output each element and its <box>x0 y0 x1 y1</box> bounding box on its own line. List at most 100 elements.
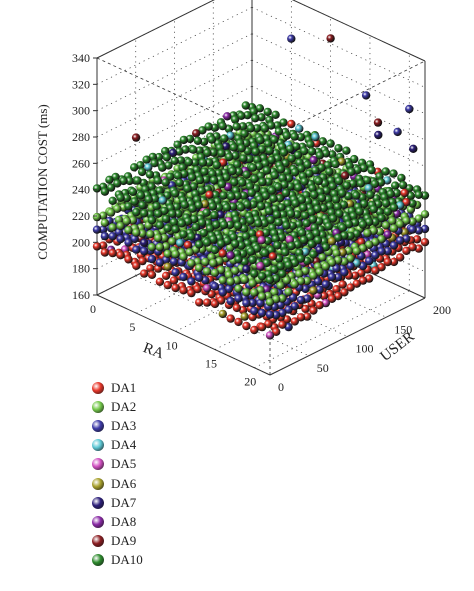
legend-label: DA5 <box>111 456 137 472</box>
data-point <box>158 196 167 205</box>
data-point <box>124 226 133 235</box>
data-point <box>222 203 232 212</box>
data-point <box>175 178 184 187</box>
data-point <box>355 207 364 216</box>
data-point <box>389 203 399 212</box>
data-point <box>163 280 172 290</box>
data-point <box>250 174 259 184</box>
data-point <box>161 214 171 224</box>
data-point <box>187 232 196 241</box>
data-point <box>171 268 180 277</box>
data-point <box>142 155 151 164</box>
data-point <box>92 225 102 234</box>
data-point <box>224 284 234 294</box>
data-point <box>290 168 300 177</box>
data-point <box>315 245 324 255</box>
z-tick-label: 260 <box>72 156 90 170</box>
data-point <box>261 191 270 201</box>
legend-swatch <box>92 515 104 528</box>
z-tick-label: 160 <box>72 288 90 302</box>
data-point <box>113 204 122 213</box>
x-tick-label: 0 <box>90 302 96 316</box>
data-point <box>364 184 373 193</box>
data-point <box>233 221 243 230</box>
data-point <box>405 104 414 114</box>
data-point <box>246 247 256 256</box>
data-point <box>338 248 347 257</box>
data-point <box>295 269 304 278</box>
data-point <box>245 182 255 191</box>
data-point <box>240 312 249 321</box>
data-point <box>231 239 240 248</box>
legend-label: DA7 <box>111 494 137 510</box>
data-point <box>315 285 324 294</box>
legend-swatch <box>92 439 104 452</box>
data-point <box>375 227 385 236</box>
data-point <box>338 189 347 198</box>
data-point <box>346 283 355 292</box>
data-point <box>279 148 289 157</box>
grid-line <box>251 33 426 114</box>
data-point <box>217 239 226 248</box>
data-point <box>187 288 196 298</box>
data-point <box>179 230 188 239</box>
data-point <box>257 272 267 281</box>
data-point <box>309 156 318 165</box>
data-point <box>140 238 149 247</box>
data-point <box>187 277 196 286</box>
data-point <box>180 200 189 209</box>
data-point <box>209 258 218 268</box>
data-point <box>271 234 280 243</box>
data-point <box>150 194 160 203</box>
data-point <box>315 301 324 310</box>
data-point <box>251 114 260 123</box>
data-point <box>92 184 102 193</box>
data-point <box>233 191 242 201</box>
x-tick-label: 20 <box>244 375 256 389</box>
x-axis-label: RA <box>141 340 166 362</box>
data-point <box>275 194 284 203</box>
data-point <box>153 176 162 185</box>
data-point <box>173 140 182 149</box>
data-point <box>328 182 337 191</box>
data-point <box>312 229 321 238</box>
legend-item: DA10 <box>92 551 143 570</box>
data-point <box>295 124 304 133</box>
data-point <box>155 277 165 286</box>
data-point <box>266 215 275 225</box>
data-point <box>140 246 149 256</box>
data-point <box>281 188 291 198</box>
data-point <box>242 170 251 179</box>
data-point <box>263 236 273 245</box>
data-point <box>265 275 275 285</box>
data-point <box>193 136 203 145</box>
data-point <box>287 154 296 163</box>
data-point <box>106 183 116 192</box>
data-point <box>381 167 390 176</box>
data-point <box>100 248 110 257</box>
data-point <box>333 202 342 212</box>
data-point <box>224 270 234 280</box>
data-point <box>241 232 251 241</box>
data-point <box>99 225 108 234</box>
data-point <box>307 208 316 217</box>
data-point <box>262 285 271 294</box>
data-point <box>176 238 185 248</box>
data-point <box>228 166 237 176</box>
data-point <box>315 267 324 277</box>
data-point <box>398 180 408 190</box>
grid-line <box>96 7 253 85</box>
data-point <box>334 273 343 282</box>
data-point <box>258 177 267 187</box>
data-point <box>203 148 212 158</box>
data-point <box>190 158 200 167</box>
data-point <box>342 181 351 190</box>
data-point <box>321 280 330 289</box>
data-point <box>249 200 258 209</box>
data-point <box>293 210 302 219</box>
data-point <box>381 221 391 230</box>
data-point <box>265 298 275 307</box>
data-point <box>308 215 318 224</box>
data-point <box>257 201 266 211</box>
